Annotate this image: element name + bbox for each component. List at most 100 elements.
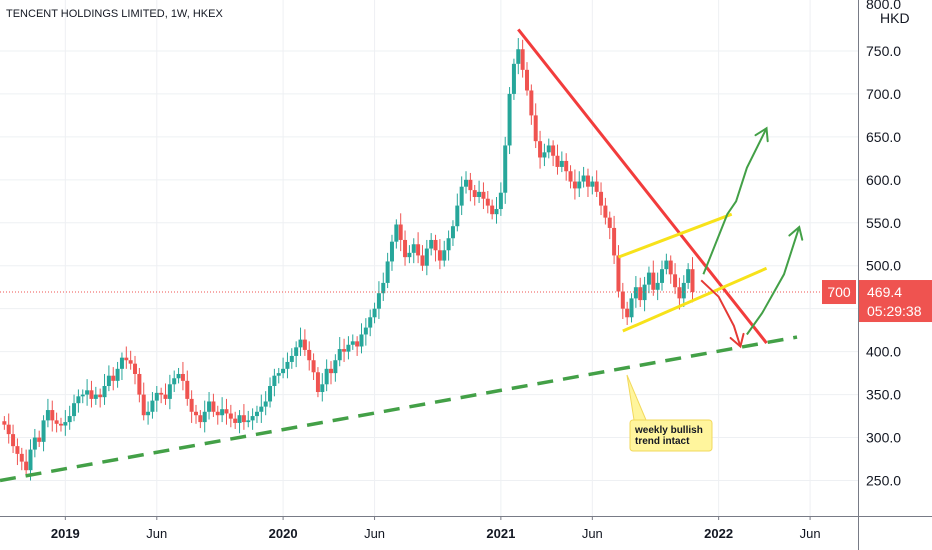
y-tick-label: 500.0 bbox=[866, 258, 901, 274]
y-tick-label: 400.0 bbox=[866, 344, 901, 360]
candle-body bbox=[376, 293, 381, 309]
downtrend-line bbox=[517, 28, 768, 344]
candle-body bbox=[2, 421, 7, 425]
candle-body bbox=[324, 368, 329, 385]
candle-body bbox=[464, 179, 469, 187]
candle-body bbox=[477, 191, 482, 198]
candle-body bbox=[368, 317, 373, 328]
candle-body bbox=[485, 198, 490, 206]
x-tick-label: 2022 bbox=[704, 526, 733, 541]
candle-body bbox=[555, 155, 560, 167]
candle-body bbox=[128, 360, 133, 364]
candle-body bbox=[98, 394, 103, 398]
candle-body bbox=[289, 355, 294, 362]
candle-body bbox=[180, 373, 185, 381]
candle-body bbox=[520, 49, 525, 70]
annotation-text: weekly bullish trend intact bbox=[634, 425, 703, 447]
candle-body bbox=[372, 308, 377, 318]
candle-body bbox=[268, 386, 273, 402]
candle-body bbox=[363, 327, 368, 335]
candle-body bbox=[159, 392, 164, 395]
candle-body bbox=[546, 145, 551, 153]
candle-body bbox=[93, 394, 98, 399]
candle-body bbox=[342, 349, 347, 352]
candle-body bbox=[19, 453, 24, 462]
candle-body bbox=[577, 181, 582, 189]
candle-body bbox=[538, 141, 543, 158]
candle-body bbox=[272, 375, 277, 387]
candle-body bbox=[559, 160, 564, 167]
candle-body bbox=[355, 341, 360, 347]
candle-body bbox=[459, 186, 464, 206]
candle-body bbox=[651, 272, 656, 290]
support-trendline bbox=[0, 335, 798, 483]
y-tick-label: 550.0 bbox=[866, 215, 901, 231]
candle-body bbox=[450, 226, 455, 239]
candle-body bbox=[616, 255, 621, 292]
candle-body bbox=[429, 239, 434, 249]
candle-body bbox=[642, 284, 647, 301]
y-tick-label: 600.0 bbox=[866, 172, 901, 188]
candle-body bbox=[420, 255, 425, 266]
candle-body bbox=[403, 239, 408, 258]
candle-body bbox=[146, 411, 151, 416]
candle-body bbox=[233, 418, 238, 423]
trend-drawings bbox=[0, 28, 858, 483]
candle-body bbox=[416, 244, 421, 256]
candle-body bbox=[111, 375, 116, 381]
candle-body bbox=[655, 282, 660, 290]
candle-body bbox=[50, 410, 55, 421]
x-tick-label: Jun bbox=[364, 526, 385, 541]
x-tick-label: 2019 bbox=[51, 526, 80, 541]
candle-body bbox=[524, 69, 529, 91]
candle-body bbox=[163, 394, 168, 399]
candle-body bbox=[224, 409, 229, 414]
candle-body bbox=[424, 248, 429, 266]
candle-body bbox=[590, 181, 595, 187]
candle-body bbox=[63, 422, 68, 426]
candle-body bbox=[54, 420, 59, 424]
candle-body bbox=[28, 449, 33, 471]
grid-lines bbox=[0, 0, 858, 516]
candle-body bbox=[329, 368, 334, 374]
candle-body bbox=[333, 360, 338, 374]
bullish-arrow-1 bbox=[702, 127, 768, 275]
candle-body bbox=[551, 145, 556, 156]
y-tick-label: 350.0 bbox=[866, 387, 901, 403]
candle-body bbox=[207, 401, 212, 412]
candle-body bbox=[472, 190, 477, 198]
last-price-box bbox=[859, 280, 932, 323]
candle-body bbox=[646, 272, 651, 285]
candle-body bbox=[189, 398, 194, 412]
candle-body bbox=[681, 282, 686, 299]
channel-lower-line bbox=[622, 266, 768, 333]
candle-body bbox=[263, 401, 268, 407]
candle-body bbox=[385, 261, 390, 283]
candle-body bbox=[185, 380, 190, 399]
candle-body bbox=[337, 349, 342, 361]
candle-body bbox=[498, 192, 503, 210]
candle-body bbox=[133, 363, 138, 374]
candle-body bbox=[32, 437, 37, 450]
candle-body bbox=[572, 181, 577, 189]
candle-body bbox=[294, 347, 299, 356]
bearish-arrow bbox=[700, 279, 742, 347]
x-tick-label: 2020 bbox=[269, 526, 298, 541]
price-tags: 700 469.4 05:29:38 bbox=[822, 280, 932, 323]
candle-body bbox=[673, 274, 678, 288]
candle-body bbox=[690, 269, 695, 293]
candle-body bbox=[607, 217, 612, 228]
candle-body bbox=[564, 160, 569, 172]
x-tick-label: Jun bbox=[582, 526, 603, 541]
candle-body bbox=[172, 378, 177, 385]
candle-body bbox=[350, 341, 355, 345]
candle-body bbox=[58, 423, 63, 426]
annotation-note[interactable]: weekly bullish trend intact bbox=[626, 374, 713, 452]
candle-body bbox=[315, 372, 320, 393]
candle-body bbox=[115, 368, 120, 381]
candle-body bbox=[41, 420, 46, 442]
candle-body bbox=[599, 191, 604, 206]
candle-body bbox=[141, 394, 146, 416]
